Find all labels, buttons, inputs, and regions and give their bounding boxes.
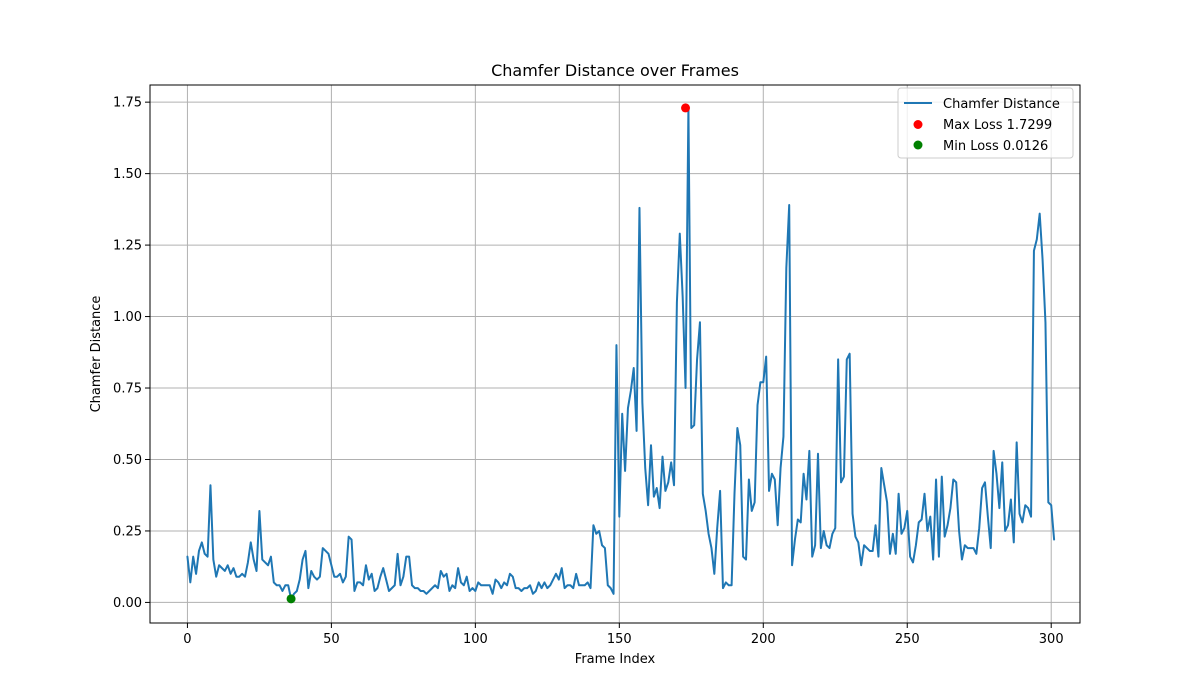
- x-tick-label: 200: [751, 632, 776, 647]
- y-tick-label: 1.25: [113, 239, 142, 254]
- max-loss-marker: [681, 103, 691, 113]
- x-axis-label: Frame Index: [575, 652, 656, 667]
- legend-swatch-min: [913, 140, 923, 150]
- y-tick-label: 0.75: [113, 382, 142, 397]
- x-tick-label: 50: [323, 632, 340, 647]
- y-axis-ticks: 0.00 0.25 0.50 0.75 1.00 1.25 1.50 1.75: [113, 96, 150, 611]
- legend: Chamfer Distance Max Loss 1.7299 Min Los…: [897, 87, 1074, 159]
- y-tick-label: 1.50: [113, 167, 142, 182]
- legend-label-min: Min Loss 0.0126: [943, 139, 1048, 154]
- chart-title: Chamfer Distance over Frames: [491, 61, 739, 80]
- series-layer: [186, 106, 1056, 600]
- legend-label-series: Chamfer Distance: [943, 97, 1060, 112]
- plot-frame: [149, 84, 1081, 624]
- legend-label-max: Max Loss 1.7299: [943, 118, 1052, 133]
- x-tick-label: 150: [607, 632, 632, 647]
- legend-box: [897, 87, 1074, 159]
- y-tick-label: 1.75: [113, 96, 142, 111]
- x-tick-label: 100: [463, 632, 488, 647]
- marker-layer: [286, 103, 691, 604]
- series-line-0: [186, 106, 1056, 600]
- y-tick-label: 0.00: [113, 596, 142, 611]
- y-axis-label: Chamfer Distance: [89, 296, 104, 413]
- y-tick-label: 0.50: [113, 453, 142, 468]
- min-loss-marker: [286, 594, 296, 604]
- y-tick-label: 1.00: [113, 310, 142, 325]
- x-tick-label: 300: [1039, 632, 1064, 647]
- y-tick-label: 0.25: [113, 524, 142, 539]
- legend-swatch-max: [913, 120, 923, 129]
- x-tick-label: 0: [183, 632, 191, 647]
- x-axis-ticks: 0 50 100 150 200 250 300: [183, 623, 1064, 647]
- x-tick-label: 250: [895, 632, 920, 647]
